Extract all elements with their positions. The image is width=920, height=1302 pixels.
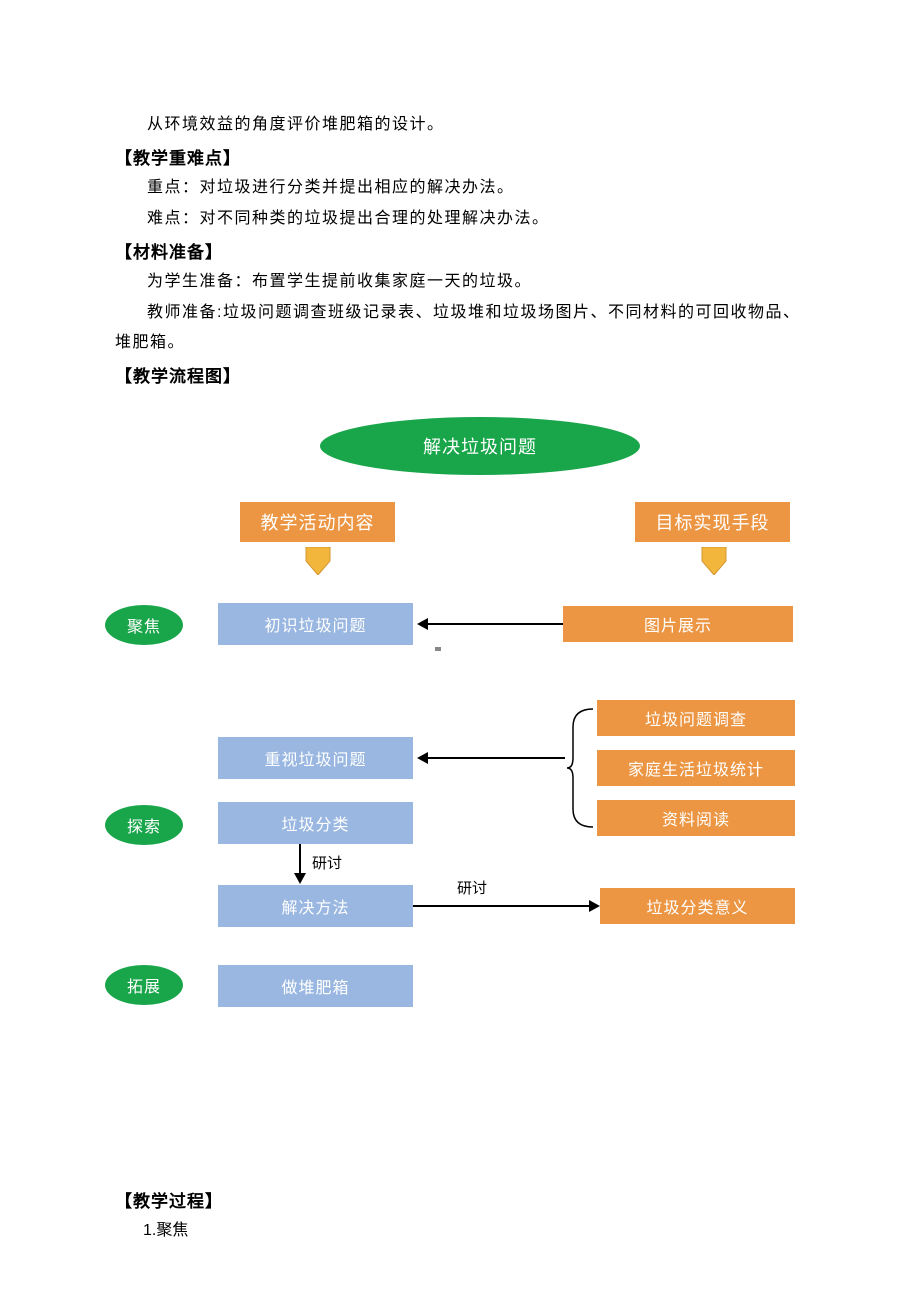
intro-line: 从环境效益的角度评价堆肥箱的设计。 <box>115 110 810 140</box>
section2-line2: 教师准备:垃圾问题调查班级记录表、垃圾堆和垃圾场图片、不同材料的可回收物品、堆肥… <box>115 298 810 359</box>
section1-header: 【教学重难点】 <box>115 144 810 169</box>
node-blue3: 垃圾分类 <box>218 802 413 844</box>
section1-point1: 重点：对垃圾进行分类并提出相应的解决办法。 <box>115 173 810 203</box>
node-main-title: 解决垃圾问题 <box>320 417 640 475</box>
node-right-header: 目标实现手段 <box>635 502 790 542</box>
arrow-o1-b1-line <box>427 623 563 625</box>
node-orange2: 垃圾问题调查 <box>597 700 795 736</box>
bottom-header: 【教学过程】 <box>115 1187 810 1212</box>
section2-header: 【材料准备】 <box>115 238 810 263</box>
node-orange1: 图片展示 <box>563 606 793 642</box>
node-blue1: 初识垃圾问题 <box>218 603 413 645</box>
bottom-section: 【教学过程】 1.聚焦 <box>115 1187 810 1240</box>
arrow-b3-b4-head-icon <box>294 873 306 884</box>
flowchart: 解决垃圾问题 教学活动内容 目标实现手段 聚焦 探索 拓展 初识垃圾问题 重视垃… <box>105 417 805 1037</box>
node-blue2: 重视垃圾问题 <box>218 737 413 779</box>
arrow-bracket-b2-line <box>427 757 565 759</box>
arrow-b3-b4-line <box>299 844 301 874</box>
node-orange4: 资料阅读 <box>597 800 795 836</box>
bottom-sub: 1.聚焦 <box>143 1216 810 1240</box>
section2-line1: 为学生准备：布置学生提前收集家庭一天的垃圾。 <box>115 267 810 297</box>
node-blue5: 做堆肥箱 <box>218 965 413 1007</box>
arrow-b4-o5-line <box>413 905 590 907</box>
dot-icon <box>435 647 441 651</box>
label-discuss2: 研讨 <box>457 877 487 898</box>
node-stage3: 拓展 <box>105 965 183 1005</box>
bracket-icon <box>567 707 593 829</box>
node-blue4: 解决方法 <box>218 885 413 927</box>
arrow-down-left-icon <box>302 547 334 575</box>
node-stage1: 聚焦 <box>105 605 183 645</box>
node-orange3: 家庭生活垃圾统计 <box>597 750 795 786</box>
node-orange5: 垃圾分类意义 <box>600 888 795 924</box>
section1-point2: 难点：对不同种类的垃圾提出合理的处理解决办法。 <box>115 204 810 234</box>
arrow-o1-b1-head-icon <box>417 618 428 630</box>
arrow-bracket-b2-head-icon <box>417 752 428 764</box>
label-discuss1: 研讨 <box>312 852 342 873</box>
arrow-b4-o5-head-icon <box>589 900 600 912</box>
node-left-header: 教学活动内容 <box>240 502 395 542</box>
arrow-down-right-icon <box>698 547 730 575</box>
section3-header: 【教学流程图】 <box>115 362 810 387</box>
node-stage2: 探索 <box>105 805 183 845</box>
